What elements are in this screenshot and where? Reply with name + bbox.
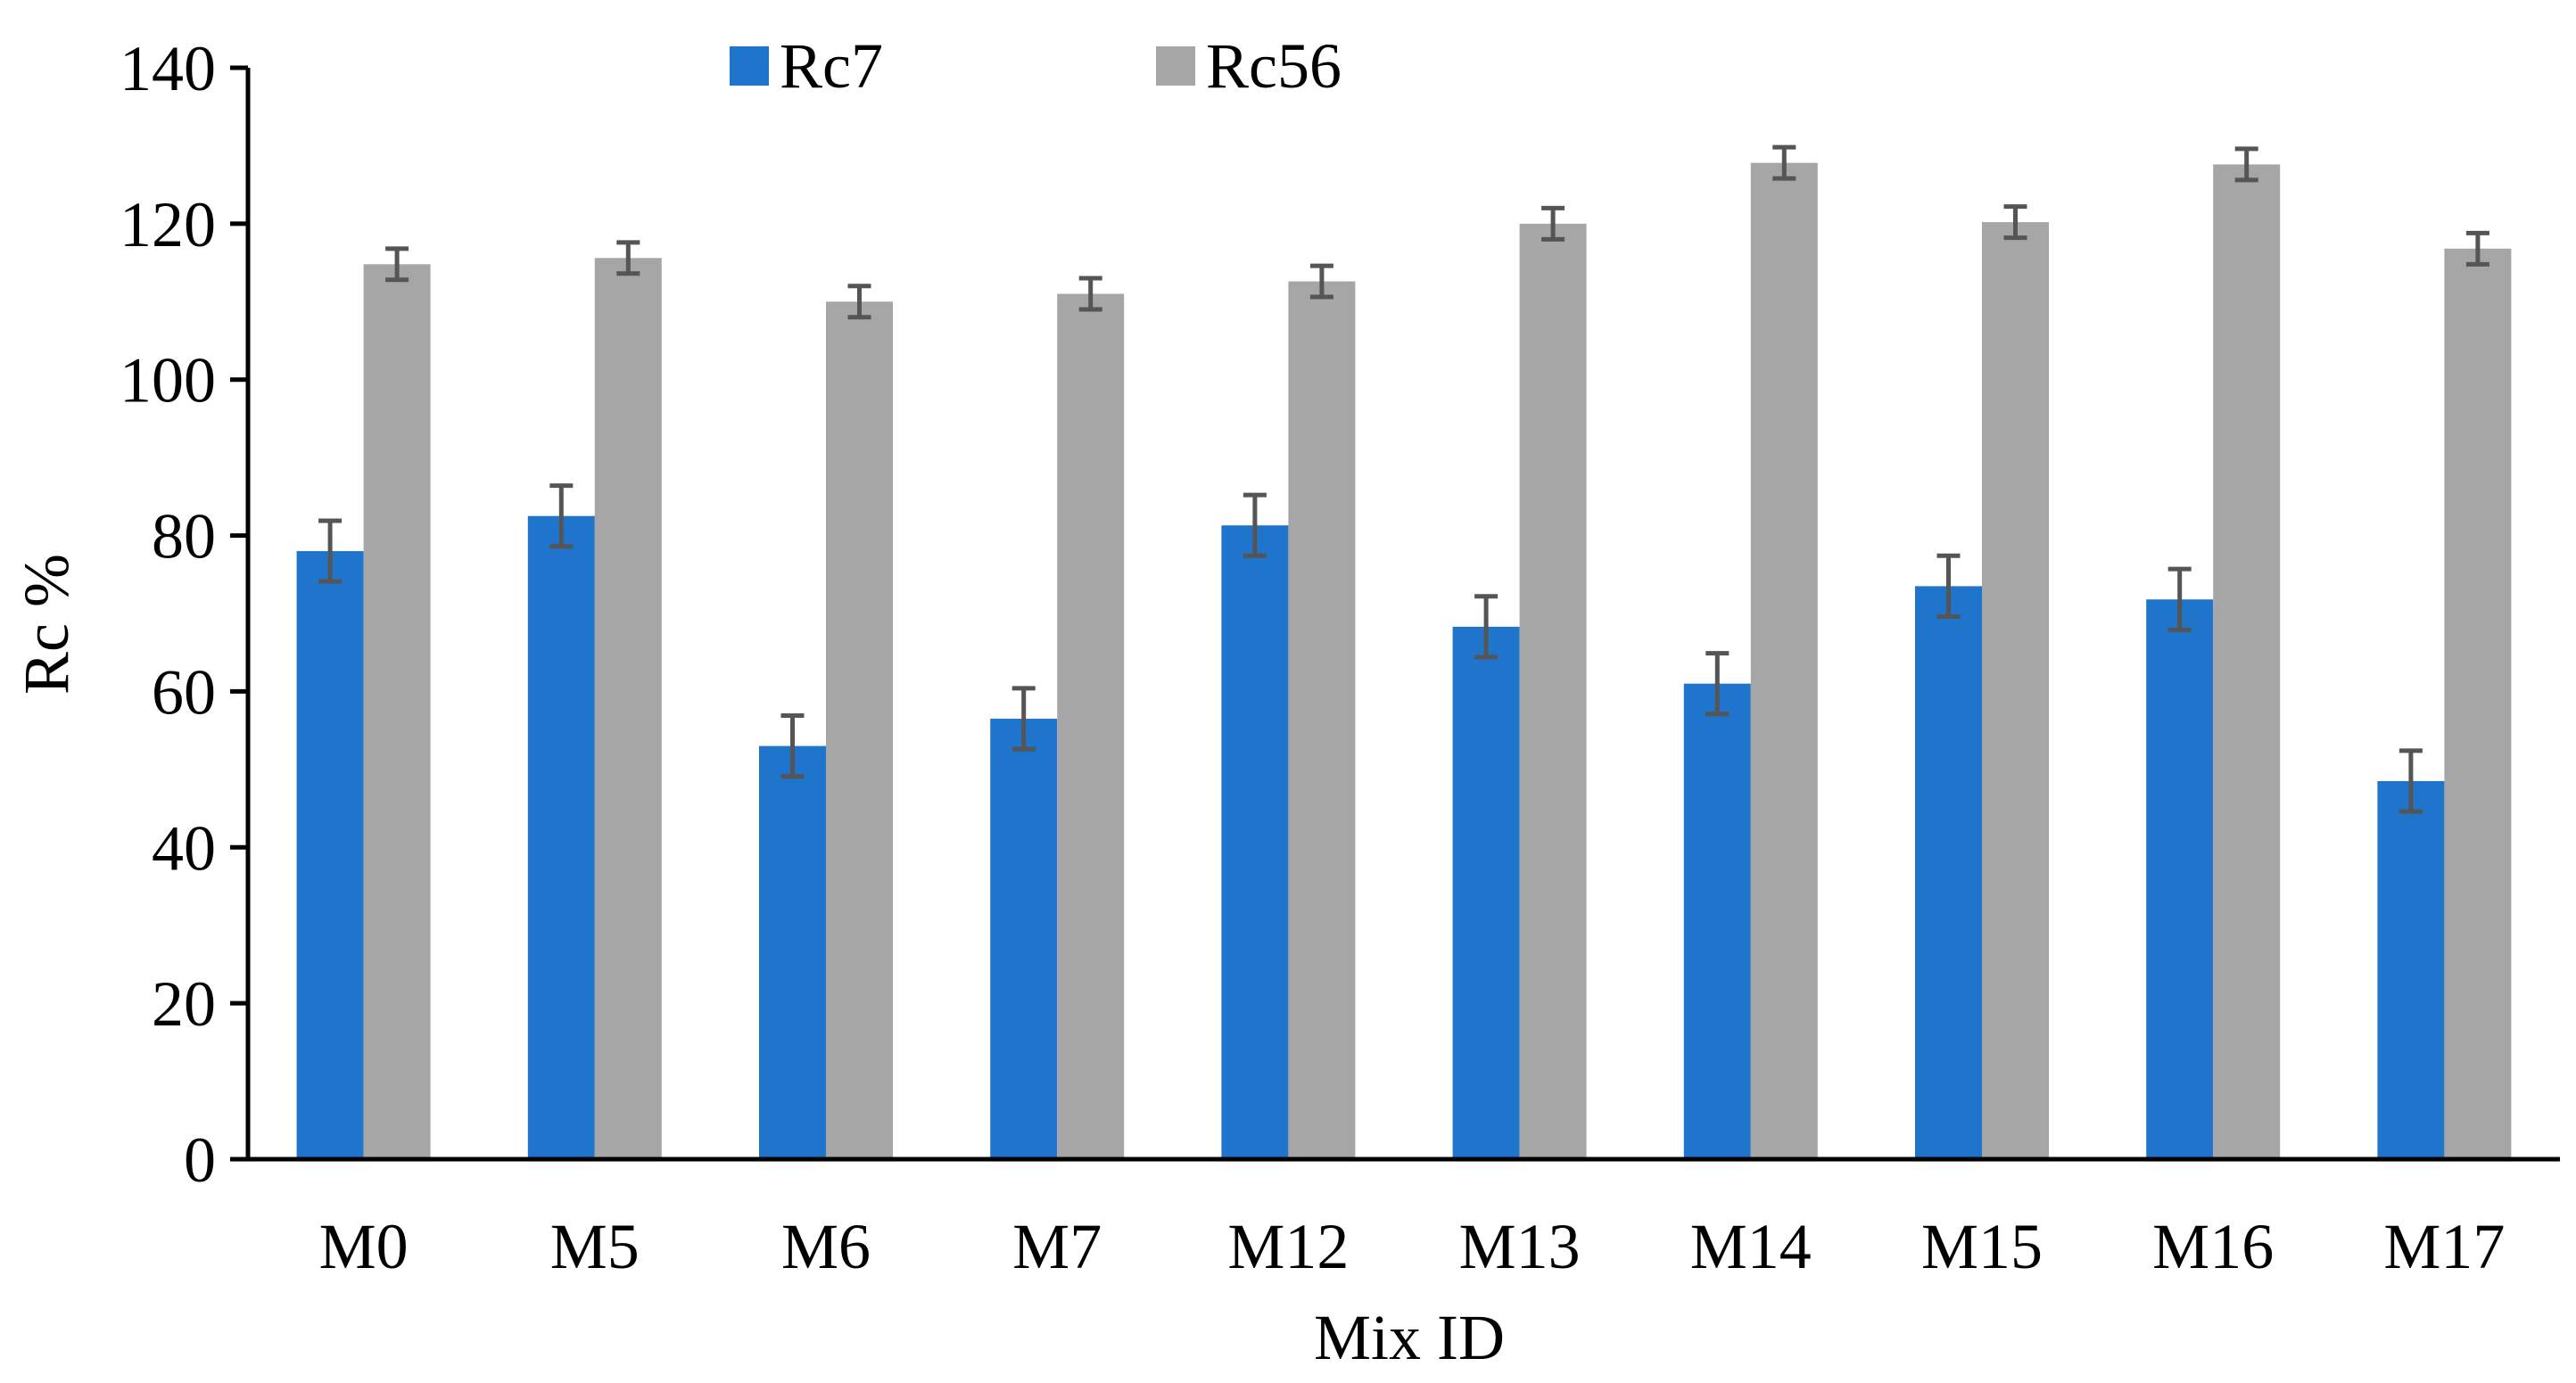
bar-rc7-m6 [759, 745, 826, 1159]
y-tick-label-100: 100 [120, 345, 216, 416]
error-bar-rc56-m7 [1078, 276, 1102, 312]
y-tick-label-140: 140 [120, 33, 216, 104]
bar-rc56-m13 [1519, 223, 1587, 1159]
x-axis-title: Mix ID [1314, 1302, 1505, 1373]
x-tick-label-m16: M16 [2152, 1211, 2274, 1282]
error-bar-rc7-m5 [549, 483, 574, 549]
error-bar-rc7-m15 [1936, 553, 1961, 619]
error-bar-rc7-m13 [1474, 594, 1499, 660]
tick-labels-layer: 0 20 40 60 80 100 120 140 M0 M5 M6 M7 M12 M13 M14 M15 M1… [120, 33, 2505, 1282]
bar-rc56-m6 [826, 301, 893, 1159]
y-tick-label-120: 120 [120, 189, 216, 260]
bar-rc7-m16 [2146, 599, 2214, 1159]
error-bar-rc7-m12 [1243, 492, 1267, 558]
y-tick-label-40: 40 [152, 812, 216, 884]
error-bar-rc56-m16 [2234, 146, 2258, 183]
error-bar-rc7-m16 [2167, 566, 2192, 632]
bar-rc56-m7 [1057, 293, 1125, 1159]
legend-swatch-rc7 [730, 46, 769, 86]
error-bar-rc7-m7 [1011, 686, 1036, 752]
bar-rc7-m12 [1221, 525, 1289, 1159]
bar-rc56-m16 [2213, 164, 2281, 1160]
error-bar-rc56-m0 [385, 246, 409, 283]
y-tick-label-0: 0 [184, 1124, 216, 1196]
legend-label-rc56: Rc56 [1206, 30, 1342, 102]
error-bar-rc7-m14 [1705, 651, 1730, 717]
error-bar-rc56-m5 [616, 240, 640, 276]
y-tick-label-80: 80 [152, 501, 216, 572]
x-tick-label-m5: M5 [550, 1211, 640, 1282]
y-axis-title: Rc % [11, 554, 82, 695]
x-tick-label-m7: M7 [1012, 1211, 1102, 1282]
x-tick-label-m15: M15 [1921, 1211, 2043, 1282]
error-bar-rc56-m17 [2465, 230, 2489, 267]
x-tick-label-m14: M14 [1690, 1211, 1812, 1282]
error-bar-rc56-m6 [847, 284, 871, 320]
bar-rc56-m12 [1288, 281, 1356, 1159]
bar-rc7-m15 [1915, 586, 1982, 1159]
bar-rc7-m17 [2377, 780, 2445, 1159]
bars-layer [296, 162, 2512, 1160]
bar-rc7-m14 [1683, 683, 1751, 1159]
x-tick-label-m12: M12 [1227, 1211, 1349, 1282]
bar-rc56-m17 [2444, 248, 2512, 1159]
y-tick-label-20: 20 [152, 968, 216, 1040]
bar-rc56-m15 [1982, 222, 2049, 1160]
bar-rc7-m0 [296, 551, 364, 1159]
legend-swatch-rc56 [1156, 46, 1195, 86]
error-bar-rc7-m6 [780, 713, 805, 779]
y-tick-label-60: 60 [152, 656, 216, 728]
bar-rc56-m5 [594, 258, 662, 1160]
bar-rc7-m13 [1452, 626, 1520, 1159]
x-tick-label-m17: M17 [2383, 1211, 2505, 1282]
bar-rc56-m14 [1750, 162, 1818, 1160]
bar-rc56-m0 [363, 264, 431, 1159]
error-bar-rc56-m12 [1309, 263, 1333, 300]
error-bar-rc56-m15 [2003, 204, 2027, 241]
bar-rc7-m7 [990, 719, 1058, 1159]
axes-layer [230, 65, 2560, 1162]
bar-rc7-m5 [527, 515, 595, 1159]
error-bars-layer [318, 144, 2489, 814]
x-tick-label-m6: M6 [781, 1211, 871, 1282]
error-bar-rc7-m17 [2398, 748, 2423, 814]
x-tick-label-m0: M0 [319, 1211, 409, 1282]
legend-label-rc7: Rc7 [780, 30, 883, 102]
legend: Rc7 Rc56 [730, 30, 1342, 102]
x-tick-label-m13: M13 [1459, 1211, 1581, 1282]
error-bar-rc7-m0 [318, 518, 343, 584]
error-bar-rc56-m14 [1772, 144, 1796, 181]
error-bar-rc56-m13 [1541, 205, 1565, 242]
